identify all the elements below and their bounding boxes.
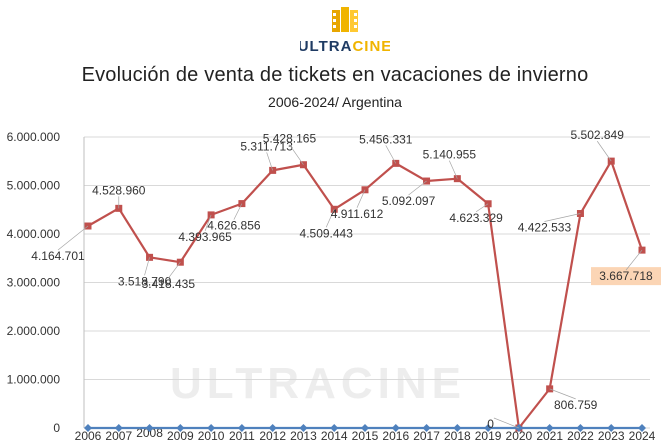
base-point (145, 424, 154, 432)
x-tick-label: 2015 (352, 429, 379, 443)
base-point (422, 424, 431, 432)
data-label-leader (544, 213, 581, 222)
data-label-leader (204, 214, 212, 232)
x-tick-label: 2022 (567, 429, 594, 443)
data-label: 4.509.443 (300, 226, 354, 240)
data-label-leader (475, 203, 489, 213)
base-point (607, 424, 616, 432)
x-tick-label: 2012 (259, 429, 286, 443)
x-tick-label: 2010 (198, 429, 225, 443)
data-label: 4.623.329 (449, 211, 503, 225)
chart-subtitle: 2006-2024/ Argentina (268, 94, 402, 110)
film-clapper-icon (332, 7, 358, 32)
x-tick-labels: 2006 2007 2008 2009 2010 2011 2012 2013 2014 2015… (75, 426, 656, 443)
x-tick-label: 2020 (506, 429, 533, 443)
x-tick-label: 2007 (105, 429, 132, 443)
data-label-leader (144, 257, 150, 276)
base-point (391, 424, 400, 432)
watermark: ULTRACINE (170, 359, 466, 408)
base-point (114, 424, 123, 432)
data-label-leader (266, 152, 273, 171)
data-label-leader (57, 225, 89, 251)
data-label: 3.518.790 (118, 274, 172, 288)
base-point (84, 424, 92, 432)
base-point (237, 424, 246, 432)
data-label: 4.911.612 (331, 207, 384, 221)
data-label-leader (233, 203, 243, 220)
y-tick-label: 4.000.000 (7, 227, 61, 241)
x-tick-label: 2021 (536, 429, 563, 443)
x-tick-label: 2013 (290, 429, 317, 443)
y-tick-label: 5.000.000 (7, 179, 61, 193)
logo-text-ultra: ULTRA (300, 38, 352, 55)
chart-title: Evolución de venta de tickets en vacacio… (81, 64, 589, 86)
data-label: 4.626.856 (207, 219, 261, 233)
data-label-leader (168, 261, 181, 279)
data-label-leader (549, 388, 576, 400)
y-tick-label: 1.000.000 (7, 373, 61, 387)
data-label-leader (449, 160, 458, 179)
data-label: 3.667.718 (599, 269, 653, 283)
data-label: 5.428.165 (263, 132, 317, 146)
last-value-highlight (591, 267, 661, 286)
data-label: 5.092.097 (382, 194, 436, 208)
base-point (299, 424, 308, 432)
x-tick-label: 2023 (598, 429, 625, 443)
x-tick-label: 2016 (382, 429, 409, 443)
x-tick-label: 2019 (475, 429, 502, 443)
data-label: 5.311.713 (240, 139, 293, 153)
data-label: 4.164.701 (31, 249, 85, 263)
y-tick-labels: 0 1.000.000 2.000.000 3.000.000 4.000.000 5.0… (7, 130, 61, 435)
x-tick-label: 2006 (75, 429, 102, 443)
x-tick-label: 2024 (629, 429, 656, 443)
y-tick-label: 3.000.000 (7, 276, 61, 290)
svg-text:ULTRACINE: ULTRACINE (300, 38, 390, 55)
data-label-leader (625, 249, 643, 271)
data-label-leader (289, 144, 304, 165)
base-point (545, 424, 554, 432)
y-tick-label: 0 (53, 421, 60, 435)
x-tick-label: 2014 (321, 429, 348, 443)
x-tick-label: 2018 (444, 429, 471, 443)
data-label: 4.393.965 (178, 230, 232, 244)
base-point (361, 424, 369, 432)
ultracine-logo: ULTRACINE (300, 7, 390, 55)
data-label: 5.456.331 (359, 132, 413, 146)
x-tick-label: 2011 (229, 429, 255, 443)
logo-text-cine: CINE (352, 38, 390, 55)
data-label: 5.140.955 (423, 148, 477, 162)
data-label-leader (356, 189, 366, 208)
data-label: 4.422.533 (518, 221, 572, 235)
x-tick-label: 2009 (167, 429, 194, 443)
data-label-leader (385, 145, 397, 164)
base-point (576, 424, 585, 432)
data-label: 4.528.960 (92, 183, 146, 197)
x-tick-label: 2008 (136, 426, 163, 440)
base-point (330, 424, 339, 432)
y-tick-label: 2.000.000 (7, 324, 61, 338)
x-tick-label: 2017 (413, 429, 440, 443)
base-point (207, 424, 216, 432)
data-label: 806.759 (554, 398, 598, 412)
base-point (176, 424, 185, 432)
base-point (268, 424, 277, 432)
data-label-leader (493, 417, 520, 429)
data-label: 3.418.435 (142, 277, 196, 291)
data-label-leader (408, 180, 427, 196)
data-label: 5.502.849 (571, 128, 625, 142)
data-label-leader (596, 140, 612, 162)
data-label: 0 (487, 417, 494, 431)
data-label-leader (325, 209, 335, 228)
y-tick-label: 6.000.000 (7, 130, 61, 144)
base-point (638, 424, 646, 432)
base-point (484, 424, 493, 432)
base-point (453, 424, 462, 432)
